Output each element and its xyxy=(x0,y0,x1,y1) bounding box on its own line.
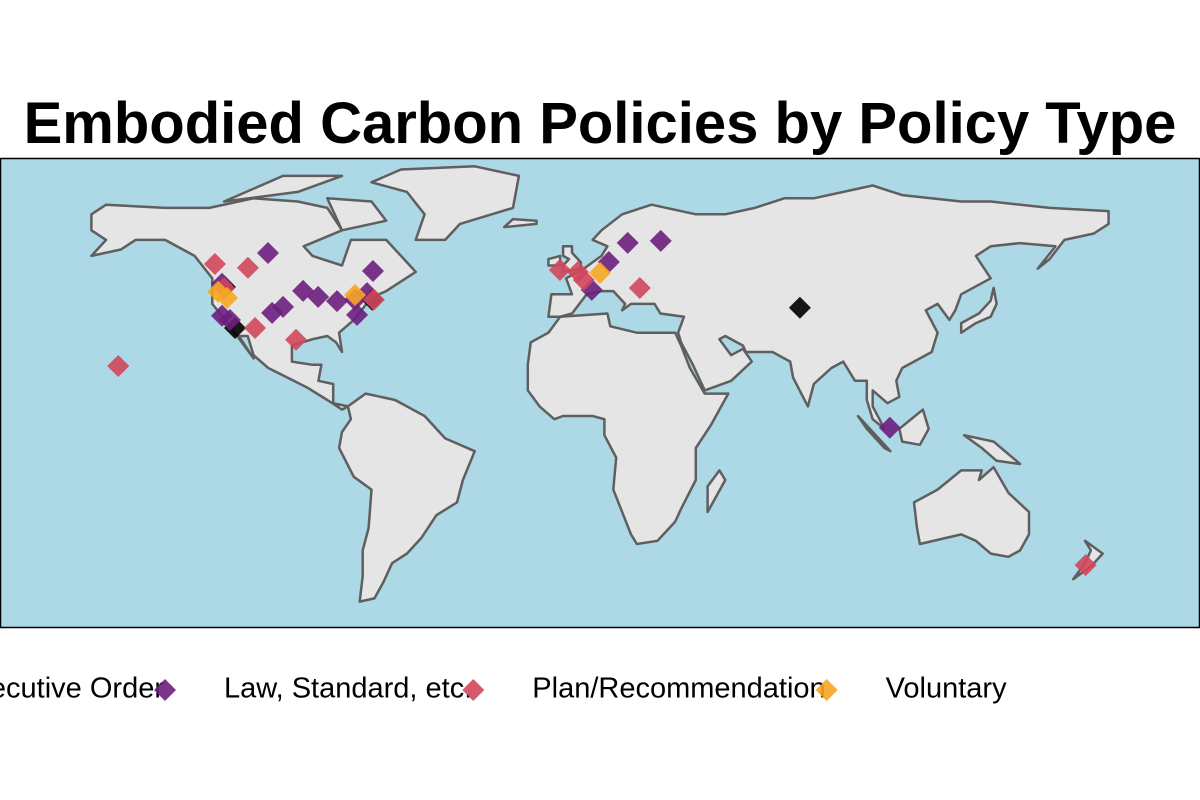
policy-point xyxy=(207,280,230,303)
landmass xyxy=(326,197,388,232)
points-layer xyxy=(107,229,1097,577)
landmass xyxy=(502,217,538,229)
legend-label: Executive Order xyxy=(0,673,164,705)
policy-point xyxy=(272,295,295,318)
land-layer xyxy=(90,165,1110,603)
policy-point xyxy=(788,296,811,319)
legend-key xyxy=(815,679,838,701)
map-title: Embodied Carbon Policies by Policy Type xyxy=(24,91,1177,156)
policy-point xyxy=(361,259,384,282)
landmass xyxy=(337,392,476,603)
policy-point xyxy=(236,256,259,279)
legend-key xyxy=(154,679,176,701)
landmass xyxy=(912,465,1031,559)
legend-key xyxy=(462,679,485,701)
policy-point xyxy=(326,290,349,313)
legend-label: Plan/Recommendation xyxy=(532,673,825,705)
policy-point xyxy=(107,355,130,378)
landmass xyxy=(370,165,521,242)
policy-point xyxy=(257,242,280,265)
policy-point xyxy=(649,229,672,252)
landmass xyxy=(706,469,727,514)
policy-point xyxy=(346,303,369,326)
policy-point xyxy=(548,259,571,282)
legend: Executive Order Law, Standard, etc. Plan/R… xyxy=(0,673,1007,705)
landmass xyxy=(856,414,892,453)
policy-point xyxy=(307,285,330,308)
policy-point xyxy=(203,252,226,275)
policy-point xyxy=(244,316,267,339)
policy-point xyxy=(343,283,366,306)
policy-point xyxy=(1074,554,1097,577)
landmass xyxy=(547,184,1110,431)
landmass xyxy=(526,312,730,546)
policy-point xyxy=(616,231,639,254)
landmass xyxy=(959,286,998,334)
policy-point xyxy=(628,276,651,299)
landmass xyxy=(962,433,1022,466)
legend-label: Voluntary xyxy=(886,673,1007,705)
policy-point xyxy=(285,328,308,351)
policy-point xyxy=(362,288,385,311)
landmass xyxy=(898,408,930,447)
policy-point xyxy=(589,261,611,284)
legend-label: Law, Standard, etc. xyxy=(224,673,472,705)
policy-point xyxy=(878,416,901,439)
policy-point xyxy=(218,308,241,331)
policy-point xyxy=(572,268,595,291)
landmass xyxy=(222,174,344,203)
